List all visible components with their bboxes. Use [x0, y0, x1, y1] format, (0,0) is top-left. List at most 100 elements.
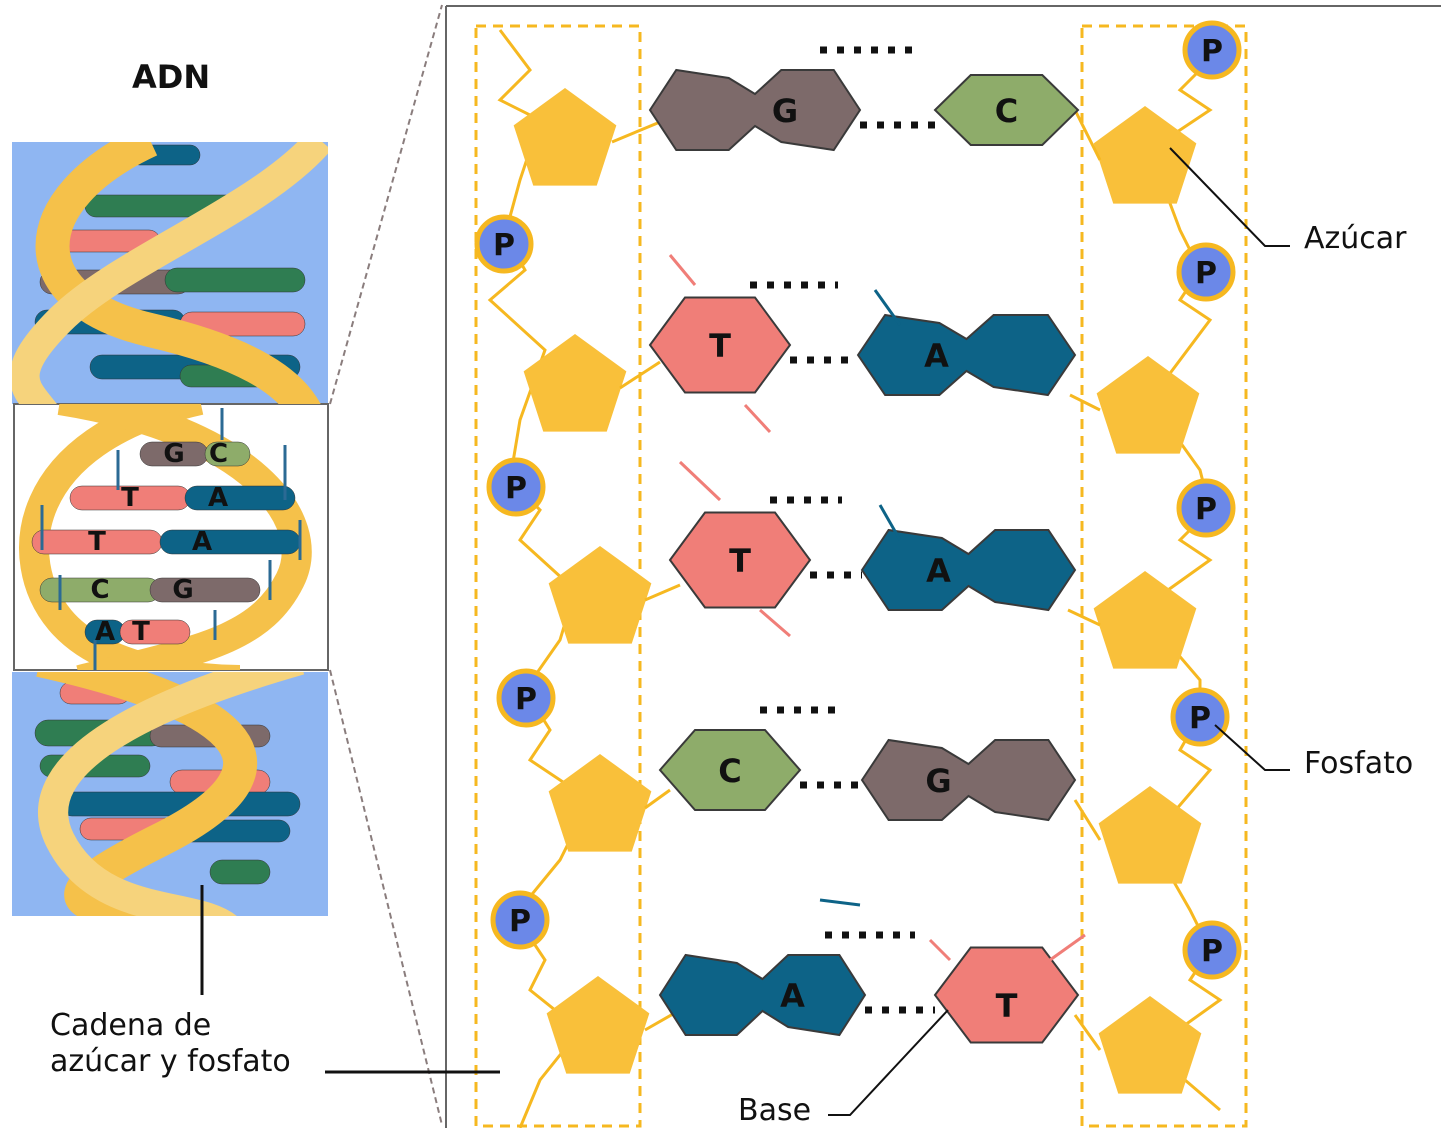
label-backbone-line1: Cadena de: [50, 1008, 212, 1043]
sugar-base-link: [1067, 608, 1101, 627]
phosphate-letter: P: [1195, 256, 1217, 291]
base-stem: [743, 403, 772, 434]
ribbon-strand: [57, 404, 312, 670]
base-letter: T: [996, 987, 1018, 1025]
phosphate-circle: [1170, 687, 1230, 747]
phosphate-letter: P: [505, 471, 527, 506]
helix-base-rod: [119, 619, 191, 645]
sugar-base-link: [644, 583, 681, 602]
base-letter: A: [924, 337, 949, 375]
ribbon-strand: [19, 404, 241, 670]
phosphate-letter: P: [509, 904, 531, 939]
phosphate-letter: P: [1201, 934, 1223, 969]
sugar-base-link: [1069, 393, 1101, 412]
leader-phosphate: [1214, 724, 1290, 771]
sugar-base-link: [644, 788, 671, 810]
helix-base-letter: G: [172, 575, 193, 605]
ribbon-top: [12, 142, 328, 404]
sugar-pentagon: [1098, 996, 1202, 1094]
base-right: [860, 738, 1077, 822]
base-right: [856, 313, 1077, 397]
phosphate-letter: P: [515, 682, 537, 717]
base-left: [658, 729, 802, 811]
sugar-pentagon: [548, 754, 652, 852]
sugar-base-link: [619, 360, 661, 390]
base-letter: C: [718, 752, 741, 790]
label-phosphate: Fosfato: [1304, 746, 1414, 781]
phosphate-circle: [1176, 478, 1236, 538]
base-letter: A: [780, 977, 805, 1015]
phosphate-circle: [1176, 242, 1236, 302]
helix-base-rod: [204, 441, 251, 467]
phosphate-circle: [496, 668, 556, 728]
phosphate-circle: [1182, 920, 1242, 980]
helix-base-rod: [149, 577, 261, 603]
sugar-pentagon: [1098, 786, 1202, 884]
phosphate-circle: [490, 890, 550, 950]
base-left: [658, 953, 867, 1037]
base-letter: A: [926, 552, 951, 590]
helix-base-letter: G: [163, 439, 184, 469]
base-stem: [928, 938, 952, 962]
ribbon-strand: [38, 672, 305, 916]
helix-base-letter: A: [95, 617, 115, 647]
base-stem: [878, 504, 902, 541]
label-base: Base: [738, 1093, 812, 1128]
label-leader-lines: [200, 147, 1290, 1116]
helix-base-rod: [159, 529, 301, 555]
sugar-pentagon: [1093, 571, 1197, 669]
sugar-pentagon: [513, 88, 617, 186]
base-right: [933, 74, 1080, 146]
helix-section-middle: G CT AT AC GA T: [19, 404, 312, 670]
helix-base-rod: [184, 485, 296, 511]
base-left: [648, 296, 792, 394]
base-right: [860, 528, 1077, 612]
base-stem: [873, 289, 902, 326]
sugar-pentagon: [546, 976, 650, 1074]
sugar-base-link: [1073, 109, 1102, 161]
base-stem: [668, 254, 697, 286]
ribbon-bottom: [36, 672, 305, 916]
label-sugar: Azúcar: [1304, 221, 1407, 256]
helix-base-letter: T: [88, 527, 106, 557]
leader-base: [828, 1009, 949, 1116]
zoom-line-bottom: [329, 669, 443, 1126]
right-backbone-box: [1080, 24, 1248, 1128]
helix-base-rod: [164, 267, 306, 293]
sugar-pentagon: [548, 546, 652, 644]
helix-base-letter: T: [121, 483, 139, 513]
base-stem: [678, 460, 722, 502]
base-letter: T: [709, 327, 731, 365]
helix-base-rod: [209, 859, 271, 885]
base-letter: C: [995, 92, 1018, 130]
base-letter: G: [925, 762, 951, 800]
helix-base-letter: C: [209, 439, 228, 469]
sugar-base-link: [611, 120, 661, 144]
base-stem: [819, 898, 861, 907]
sugar-pentagon: [1093, 106, 1197, 204]
base-right: [933, 946, 1080, 1044]
phosphate-circle: [486, 457, 546, 517]
helix-base-letter: T: [132, 617, 150, 647]
base-letter: T: [729, 542, 751, 580]
helix-base-letter: C: [90, 575, 109, 605]
base-letter: G: [772, 92, 798, 130]
sugar-pentagon: [1096, 356, 1200, 454]
base-left: [648, 68, 862, 152]
sugar-base-link: [1073, 1014, 1102, 1051]
helix-base-letter: A: [192, 527, 212, 557]
ribbon-strand: [12, 142, 328, 404]
sugar-base-link: [1073, 799, 1102, 841]
ribbon-strand: [35, 142, 321, 404]
zoom-lines: [329, 4, 443, 1126]
phosphate-circle: [474, 214, 534, 274]
leader-sugar: [1169, 147, 1290, 247]
base-stem: [759, 608, 791, 638]
left-backbone-chain: [487, 29, 592, 1129]
detail-panel: P P P P P P P P P G C T A T A C G A T: [445, 5, 1441, 1129]
base-left: [668, 511, 812, 609]
dna-helix: G CT AT AC GA T: [12, 142, 329, 916]
phosphate-letter: P: [1195, 492, 1217, 527]
